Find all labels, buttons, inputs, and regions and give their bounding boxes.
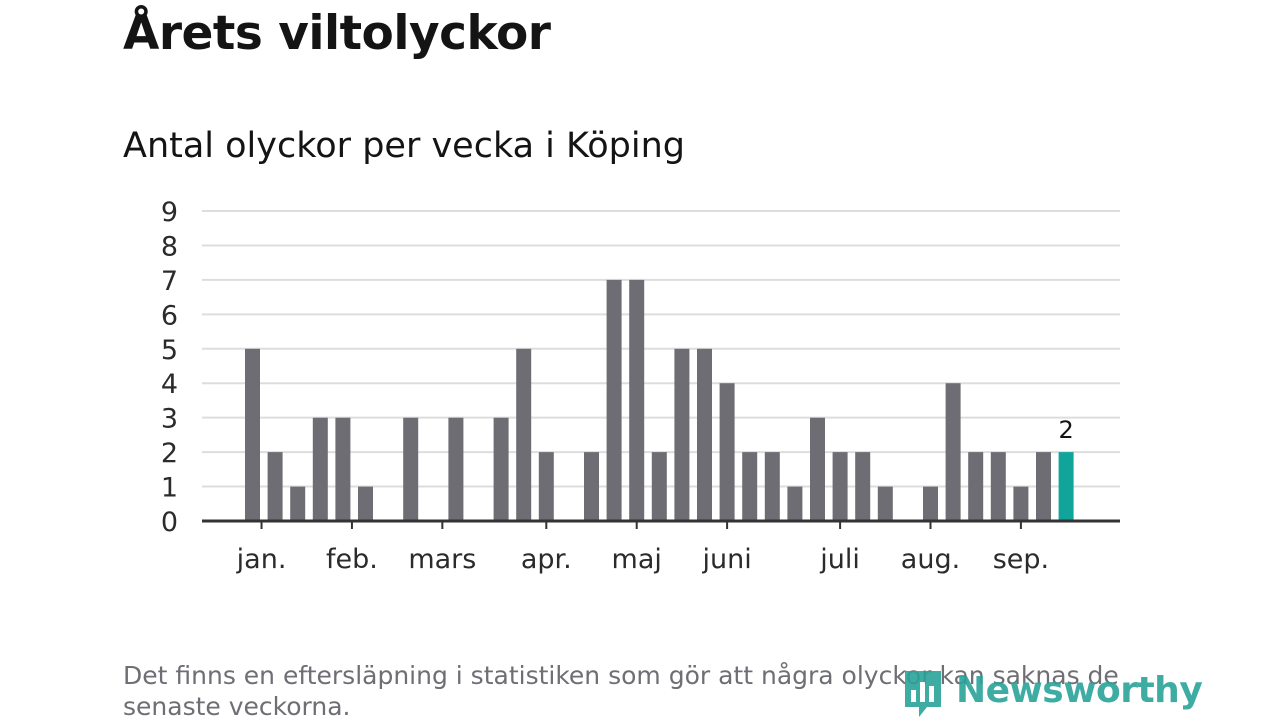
bar — [719, 383, 735, 521]
bar — [810, 417, 825, 521]
y-tick-label: 6 — [161, 300, 178, 331]
bar — [855, 452, 871, 521]
bar — [290, 486, 306, 521]
x-axis-tick-labels: jan. feb. mars apr. maj juni juli aug. sep. — [236, 544, 1049, 575]
y-tick-label: 9 — [161, 197, 178, 228]
x-tick-label: apr. — [521, 544, 572, 575]
gridlines — [202, 210, 1120, 488]
bar — [584, 452, 599, 521]
bar — [245, 348, 260, 521]
x-axis — [202, 519, 1120, 529]
bar — [674, 348, 690, 521]
x-tick-label: juli — [819, 544, 860, 575]
bar — [945, 383, 961, 521]
highlighted-bar-data-label: 2 — [1058, 416, 1073, 444]
bar — [629, 279, 645, 521]
y-tick-label: 3 — [161, 404, 178, 435]
x-tick-label: maj — [612, 544, 662, 575]
bar — [968, 452, 984, 521]
bar — [493, 417, 509, 521]
footnote: Det finns en eftersläpning i statistiken… — [123, 661, 1119, 720]
y-tick-label: 8 — [161, 231, 178, 262]
y-tick-label: 1 — [161, 473, 178, 504]
bar — [1036, 452, 1051, 521]
bar — [877, 486, 893, 521]
bar — [267, 452, 283, 521]
bar — [697, 348, 712, 521]
y-tick-label: 2 — [161, 438, 178, 469]
annotations: 2 — [1058, 416, 1073, 444]
newsworthy-logo[interactable]: Newsworthy — [902, 668, 1203, 720]
bar — [923, 486, 938, 521]
bar — [1013, 486, 1029, 521]
bar — [787, 486, 803, 521]
bar — [651, 452, 667, 521]
bar — [312, 417, 328, 521]
y-axis-tick-labels: 01 23 45 67 89 — [161, 197, 178, 538]
bar — [764, 452, 780, 521]
bar — [990, 452, 1006, 521]
x-tick-label: aug. — [901, 544, 960, 575]
y-tick-label: 4 — [161, 369, 178, 400]
x-tick-label: sep. — [993, 544, 1049, 575]
x-tick-label: mars — [408, 544, 476, 575]
headline: Årets viltolyckor — [123, 6, 551, 61]
bar — [538, 452, 554, 521]
brand-name: Newsworthy — [956, 670, 1203, 711]
bar — [606, 279, 622, 521]
bar — [832, 452, 848, 521]
y-tick-label: 5 — [161, 335, 178, 366]
bar — [448, 417, 464, 521]
bars — [245, 279, 1074, 521]
bar — [358, 486, 373, 521]
y-tick-label: 0 — [161, 507, 178, 538]
x-tick-label: jan. — [236, 544, 287, 575]
bar-highlighted — [1058, 452, 1074, 521]
y-tick-label: 7 — [161, 266, 178, 297]
x-tick-label: juni — [701, 544, 751, 575]
newsworthy-logo-icon — [905, 671, 941, 717]
bar — [742, 452, 758, 521]
bar — [403, 417, 419, 521]
bar — [335, 417, 351, 521]
x-tick-label: feb. — [326, 544, 378, 575]
chart-title: Antal olyckor per vecka i Köping — [123, 126, 685, 166]
bar — [516, 348, 532, 521]
